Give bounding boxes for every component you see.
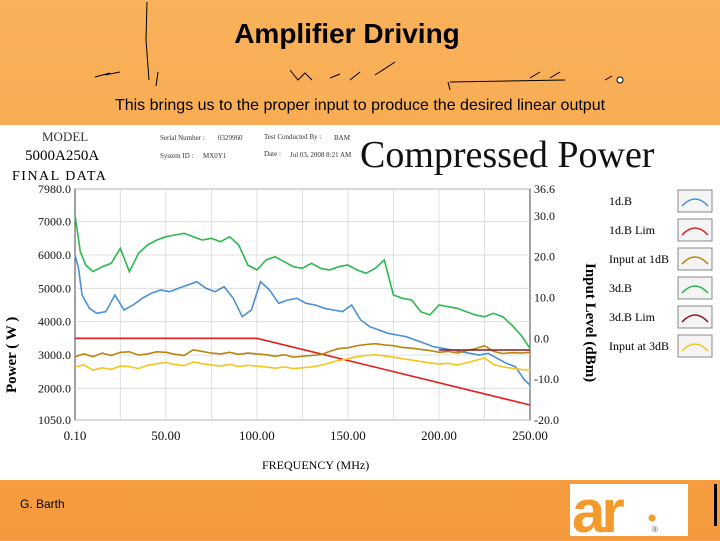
power-chart: MODEL 5000A250A FINAL DATA Serial Number… xyxy=(4,129,713,472)
slide-title: Amplifier Driving xyxy=(234,18,460,49)
x-axis-label: FREQUENCY (MHz) xyxy=(262,458,369,472)
model-label: MODEL xyxy=(42,129,88,144)
legend-swatch-line xyxy=(681,227,709,236)
chart-title: Compressed Power xyxy=(360,134,655,176)
legend-swatch-box xyxy=(677,334,713,358)
series-line-5 xyxy=(74,353,531,372)
date-label: Date : xyxy=(264,150,281,158)
y-tick-label: 2000.0 xyxy=(38,381,71,395)
legend-swatch-line xyxy=(681,343,709,352)
legend-swatch-box xyxy=(677,247,713,271)
tick-labels: 0.10 50.00 100.00 150.00 200.00 250.00 1050.0 2… xyxy=(38,182,559,443)
x-tick-label: 0.10 xyxy=(64,428,87,443)
legend-label: 1d.B Lim xyxy=(609,223,656,237)
footer-divider xyxy=(714,484,717,526)
tested-by-value: BAM xyxy=(334,134,351,142)
y-tick-label: 7000.0 xyxy=(38,215,71,229)
y2-tick-label: -10.0 xyxy=(534,372,559,386)
y-tick-label: 4000.0 xyxy=(38,315,71,329)
serial-number-value: 0329960 xyxy=(218,134,243,142)
x-tick-label: 250.00 xyxy=(512,428,548,443)
y2-tick-label: 10.0 xyxy=(534,291,555,305)
y-tick-label: 5000.0 xyxy=(38,281,71,295)
legend-swatch-line xyxy=(681,285,709,294)
legend-label: Input at 1dB xyxy=(609,252,669,266)
y-tick-label: 1050.0 xyxy=(38,413,71,427)
legend-swatch-box xyxy=(677,276,713,300)
x-tick-label: 50.00 xyxy=(151,428,180,443)
legend-swatch-line xyxy=(681,314,709,323)
legend-label: 1d.B xyxy=(609,194,632,208)
series-line-2 xyxy=(74,342,531,358)
system-id-value: MX0Y1 xyxy=(203,152,227,160)
system-id-label: System ID : xyxy=(160,152,194,160)
tested-by-label: Test Conducted By : xyxy=(264,133,321,141)
legend-label: 3d.B Lim xyxy=(609,310,656,324)
footer-author: G. Barth xyxy=(20,497,65,511)
y2-axis-label: Input Level (dBm) xyxy=(582,263,598,382)
y2-tick-label: 0.0 xyxy=(534,331,549,345)
svg-text:®: ® xyxy=(652,525,658,534)
series-line-1 xyxy=(75,337,531,406)
series-layer xyxy=(74,214,531,406)
slide-subtitle: This brings us to the proper input to pr… xyxy=(114,97,606,114)
series-line-3 xyxy=(74,214,531,349)
grid-lines xyxy=(75,188,530,421)
legend-label: Input at 3dB xyxy=(609,339,669,353)
y-tick-label: 7980.0 xyxy=(38,182,71,196)
date-value: Jul 03, 2008 8:21 AM xyxy=(290,151,352,159)
x-tick-label: 150.00 xyxy=(330,428,366,443)
final-data-label: FINAL DATA xyxy=(12,169,107,184)
legend-swatch-box xyxy=(677,218,713,242)
chart-panel: MODEL 5000A250A FINAL DATA Serial Number… xyxy=(0,125,720,480)
ar-logo: ar ® xyxy=(570,478,688,541)
y-tick-label: 6000.0 xyxy=(38,248,71,262)
x-tick-label: 200.00 xyxy=(421,428,457,443)
x-tick-label: 100.00 xyxy=(239,428,275,443)
legend-swatch-box xyxy=(677,305,713,329)
y2-tick-label: 20.0 xyxy=(534,250,555,264)
legend: 1d.B 1d.B Lim Input at 1dB 3d.B 3d.B Lim Inpu… xyxy=(609,189,713,358)
serial-number-label: Serial Number : xyxy=(160,134,205,142)
y-axis-label: Power ( W ) xyxy=(4,317,20,393)
legend-swatch-line xyxy=(681,256,709,265)
svg-text:ar: ar xyxy=(572,484,624,536)
legend-label: 3d.B xyxy=(609,281,632,295)
y2-tick-label: 30.0 xyxy=(534,209,555,223)
decorative-scribbles xyxy=(94,1,624,91)
y2-tick-label: -20.0 xyxy=(534,413,559,427)
y-tick-label: 3000.0 xyxy=(38,348,71,362)
model-value: 5000A250A xyxy=(25,148,99,164)
legend-swatch-line xyxy=(681,198,709,207)
legend-swatch-box xyxy=(677,189,713,213)
y2-tick-label: 36.6 xyxy=(534,182,555,196)
